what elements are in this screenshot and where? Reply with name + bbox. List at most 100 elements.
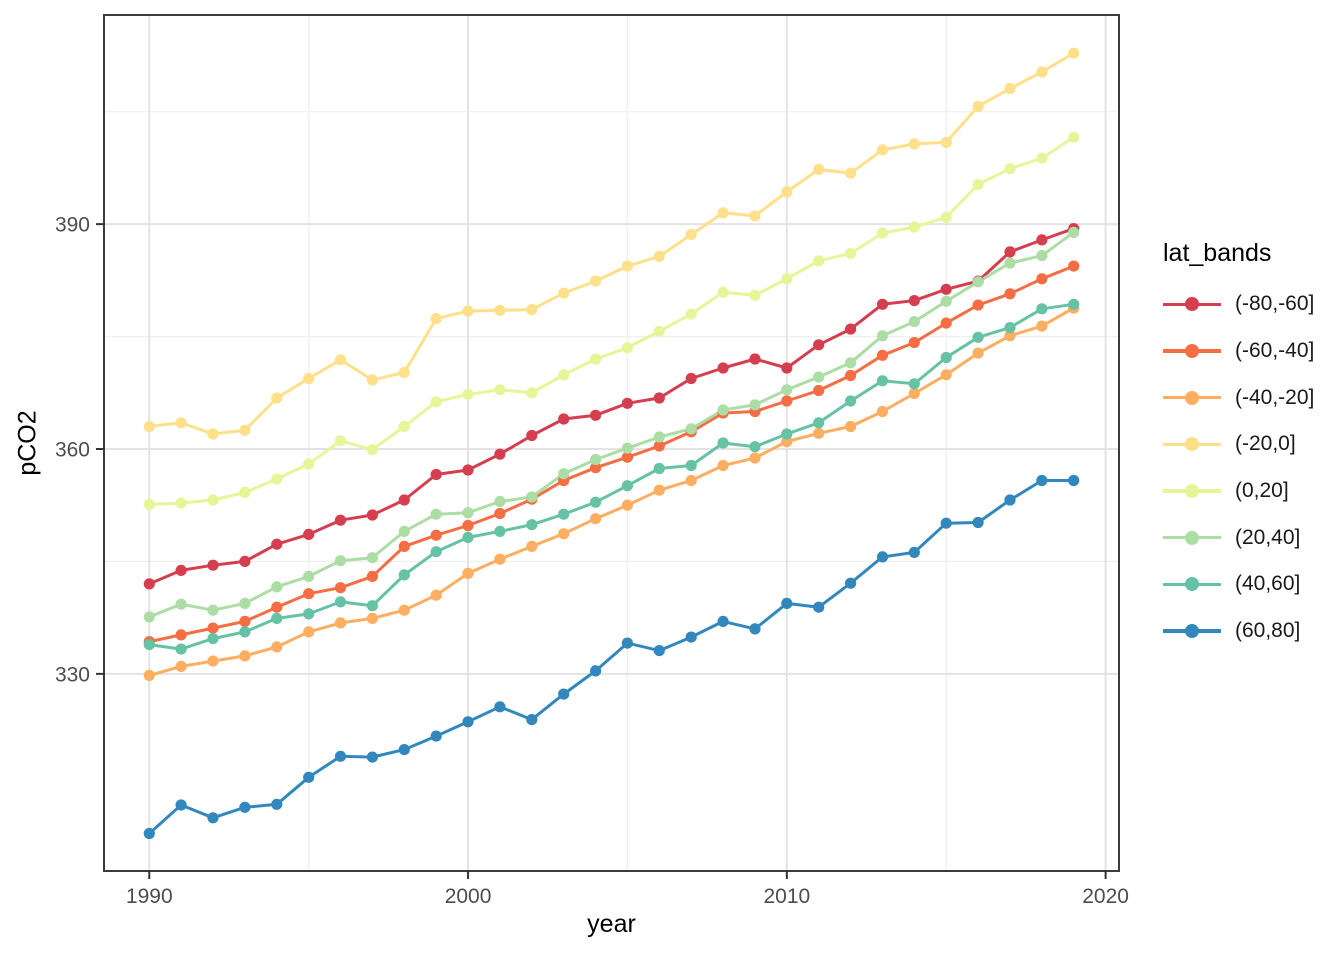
data-point (781, 273, 793, 285)
data-point (239, 486, 251, 499)
data-point (781, 428, 793, 440)
data-point (1036, 320, 1048, 332)
data-point (621, 260, 634, 272)
data-point (462, 507, 474, 519)
data-point (526, 491, 538, 503)
data-point (462, 531, 474, 544)
data-point (876, 227, 889, 239)
legend-item-(60,80]: (60,80] (1163, 608, 1314, 655)
series-line-(60,80] (147, 479, 1076, 835)
data-point (271, 473, 283, 485)
data-point (462, 519, 474, 532)
data-point (621, 397, 634, 409)
data-point (1004, 330, 1016, 342)
data-point (366, 552, 378, 564)
data-point (845, 357, 857, 369)
data-point (334, 596, 347, 608)
data-point (781, 384, 793, 396)
data-point (558, 369, 570, 381)
data-point (590, 513, 602, 525)
data-point (717, 459, 729, 472)
data-point (1068, 226, 1080, 238)
data-point (972, 100, 984, 112)
data-point (653, 645, 665, 657)
data-point (972, 178, 984, 190)
data-point (590, 353, 602, 365)
data-point (1004, 82, 1016, 95)
legend-item-label: (-20,0] (1235, 432, 1296, 456)
data-point (1036, 66, 1048, 78)
legend-key-icon (1163, 281, 1221, 328)
data-point (207, 812, 219, 824)
y-axis-title: pCO2 (13, 410, 42, 476)
data-point (526, 519, 538, 531)
data-point (334, 750, 347, 762)
data-point (398, 569, 410, 581)
data-point (494, 495, 506, 508)
data-point (558, 287, 570, 299)
data-point (334, 514, 347, 526)
data-point (781, 186, 793, 198)
data-point (621, 442, 634, 454)
data-point (813, 427, 825, 439)
data-point (143, 578, 155, 590)
data-point (1036, 234, 1048, 246)
data-point (271, 641, 283, 653)
data-point (175, 598, 187, 610)
series-line-(-60,-40] (147, 264, 1076, 644)
legend-key-icon (1163, 514, 1221, 561)
data-point (366, 751, 378, 763)
data-point (940, 369, 952, 381)
data-point (430, 468, 442, 481)
data-point (558, 468, 570, 480)
data-point (908, 316, 920, 328)
data-point (239, 626, 251, 638)
legend-item-(-20,0]: (-20,0] (1163, 421, 1314, 468)
data-point (207, 633, 219, 645)
legend-item-(-40,-20]: (-40,-20] (1163, 374, 1314, 421)
data-point (813, 384, 825, 397)
data-point (271, 798, 283, 810)
data-point (1004, 494, 1016, 506)
data-point (494, 304, 506, 316)
data-point (398, 525, 410, 538)
data-point (430, 313, 442, 325)
data-point (685, 372, 697, 385)
data-point (876, 144, 889, 156)
data-point (653, 250, 665, 262)
data-point (430, 529, 442, 541)
data-point (908, 221, 920, 233)
data-point (526, 304, 538, 316)
data-point (494, 525, 506, 538)
data-point (1004, 322, 1016, 334)
data-point (940, 317, 952, 329)
data-point (781, 597, 793, 610)
legend-item-(20,40]: (20,40] (1163, 514, 1314, 561)
data-point (621, 499, 634, 511)
data-point (175, 564, 187, 577)
x-tick-label: 1990 (126, 885, 173, 908)
data-point (526, 540, 538, 553)
data-point (462, 567, 474, 580)
data-point (494, 507, 506, 520)
data-point (813, 417, 825, 429)
y-tick-label: 360 (55, 438, 90, 461)
data-point (717, 286, 729, 298)
data-point (239, 424, 251, 436)
data-point (1004, 257, 1016, 269)
data-point (366, 600, 378, 612)
data-point (175, 799, 187, 811)
panel-border (103, 14, 1120, 872)
data-point (271, 601, 283, 613)
data-point (685, 308, 697, 320)
data-point (908, 138, 920, 150)
data-point (940, 211, 952, 223)
data-point (717, 437, 729, 449)
data-point (143, 498, 155, 511)
data-point (494, 448, 506, 460)
legend-item-(-60,-40]: (-60,-40] (1163, 328, 1314, 375)
data-point (1068, 474, 1080, 487)
legend-key-icon (1163, 328, 1221, 375)
data-point (845, 420, 857, 433)
data-point (845, 323, 857, 335)
